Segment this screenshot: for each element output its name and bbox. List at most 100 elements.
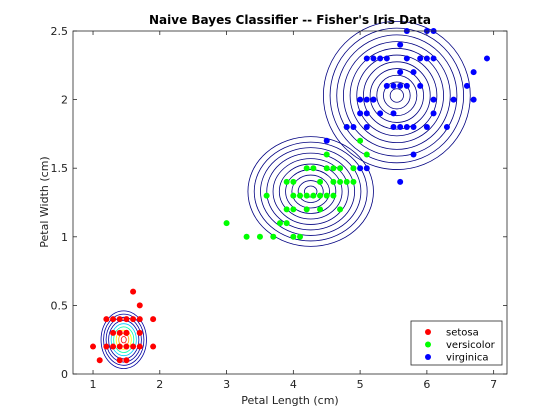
point-virginica xyxy=(363,110,370,117)
point-virginica xyxy=(377,110,384,117)
x-axis: 1 2 3 4 5 6 7 xyxy=(90,31,497,391)
point-setosa xyxy=(136,343,143,350)
contour-ring xyxy=(100,310,147,369)
contour-ring xyxy=(266,152,356,231)
point-virginica xyxy=(397,82,404,89)
contour-ring xyxy=(105,316,142,363)
point-versicolor xyxy=(357,137,364,144)
point-versicolor xyxy=(350,165,357,172)
point-versicolor xyxy=(303,192,310,199)
point-virginica xyxy=(357,110,364,117)
point-setosa xyxy=(130,343,137,350)
point-versicolor xyxy=(323,192,330,199)
point-virginica xyxy=(397,69,404,76)
contour-ring xyxy=(343,41,451,150)
point-virginica xyxy=(363,55,370,62)
point-setosa xyxy=(150,316,157,323)
contour-ring xyxy=(363,61,431,130)
contour-ring xyxy=(383,81,411,110)
point-versicolor xyxy=(276,220,283,227)
chart-title: Naive Bayes Classifier -- Fisher's Iris … xyxy=(149,13,431,27)
point-setosa xyxy=(110,329,117,336)
contour-ring xyxy=(389,88,404,103)
contour-ring xyxy=(322,20,471,170)
point-setosa xyxy=(136,316,143,323)
y-tick-label: 1.5 xyxy=(51,162,69,175)
point-virginica xyxy=(443,124,450,131)
x-tick-label: 5 xyxy=(357,378,364,391)
point-versicolor xyxy=(317,192,324,199)
point-setosa xyxy=(116,357,123,364)
y-axis: 0 0.5 1 1.5 2 2.5 xyxy=(51,25,507,381)
contour-ring xyxy=(278,163,343,220)
point-versicolor xyxy=(323,165,330,172)
point-virginica xyxy=(397,124,404,131)
point-setosa xyxy=(103,343,110,350)
contour-ring xyxy=(110,323,137,357)
point-virginica xyxy=(470,96,477,103)
y-tick-label: 1 xyxy=(61,231,68,244)
point-versicolor xyxy=(223,220,230,227)
point-virginica xyxy=(390,124,397,131)
point-setosa xyxy=(103,316,110,323)
x-tick-label: 7 xyxy=(490,378,497,391)
contour-ring xyxy=(356,54,438,137)
point-setosa xyxy=(123,329,130,336)
legend-label-setosa: setosa xyxy=(446,328,479,339)
density-contours xyxy=(100,20,471,369)
point-virginica xyxy=(397,178,404,185)
point-versicolor xyxy=(350,178,357,185)
y-tick-label: 0.5 xyxy=(51,299,69,312)
point-virginica xyxy=(430,55,437,62)
contour-ring xyxy=(349,47,444,144)
point-virginica xyxy=(483,55,490,62)
point-setosa xyxy=(130,316,137,323)
contour-ring xyxy=(297,180,324,203)
y-tick-label: 2.5 xyxy=(51,25,69,38)
point-setosa xyxy=(123,357,130,364)
contour-ring xyxy=(115,329,132,350)
contour-ring xyxy=(291,174,330,209)
point-setosa xyxy=(150,343,157,350)
point-virginica xyxy=(397,41,404,48)
point-versicolor xyxy=(337,178,344,185)
x-tick-label: 2 xyxy=(156,378,163,391)
point-virginica xyxy=(377,55,384,62)
point-virginica xyxy=(370,96,377,103)
point-virginica xyxy=(363,165,370,172)
point-virginica xyxy=(410,69,417,76)
y-tick-label: 0 xyxy=(61,368,68,381)
legend-marker-setosa xyxy=(425,329,431,335)
point-virginica xyxy=(383,82,390,89)
point-virginica xyxy=(357,165,364,172)
point-versicolor xyxy=(363,151,370,158)
legend-marker-virginica xyxy=(425,354,431,360)
point-setosa xyxy=(116,316,123,323)
point-virginica xyxy=(430,96,437,103)
point-versicolor xyxy=(243,233,250,240)
point-virginica xyxy=(463,82,470,89)
point-versicolor xyxy=(343,178,350,185)
point-virginica xyxy=(383,55,390,62)
point-virginica xyxy=(410,124,417,131)
point-virginica xyxy=(403,82,410,89)
x-tick-label: 6 xyxy=(423,378,430,391)
point-setosa xyxy=(110,343,117,350)
point-virginica xyxy=(343,124,350,131)
point-virginica xyxy=(470,69,477,76)
point-setosa xyxy=(96,357,103,364)
point-setosa xyxy=(90,343,97,350)
contour-ring xyxy=(329,27,465,164)
contour-ring xyxy=(369,68,424,123)
point-setosa xyxy=(123,343,130,350)
point-virginica xyxy=(390,82,397,89)
point-virginica xyxy=(357,96,364,103)
point-virginica xyxy=(363,124,370,131)
point-setosa xyxy=(116,329,123,336)
point-virginica xyxy=(450,96,457,103)
point-versicolor xyxy=(330,192,337,199)
point-versicolor xyxy=(323,151,330,158)
point-versicolor xyxy=(283,220,290,227)
point-virginica xyxy=(417,55,424,62)
